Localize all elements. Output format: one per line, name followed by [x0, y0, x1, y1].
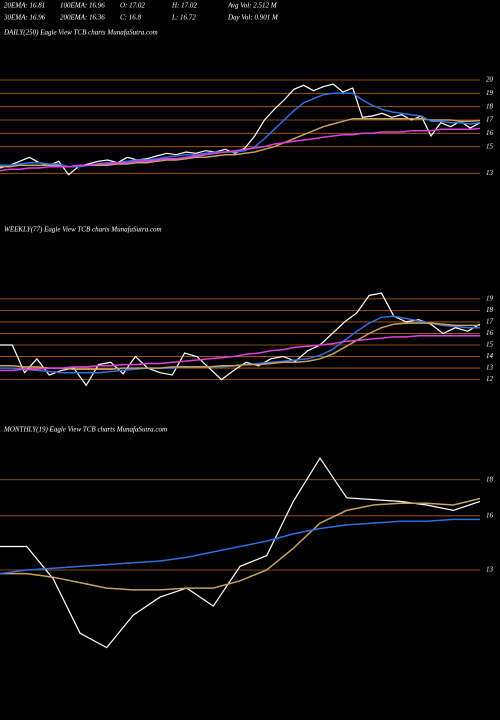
price-line [0, 315, 480, 374]
y-tick-label: 13 [486, 364, 494, 372]
y-tick-label: 13 [486, 566, 494, 574]
header-stat: Day Vol: 0.901 M [227, 14, 279, 22]
price-line [0, 322, 480, 370]
price-line [0, 456, 481, 649]
price-line [0, 92, 481, 168]
price-line [0, 518, 480, 575]
y-tick-label: 17 [486, 116, 494, 124]
header-stat: 200EMA: 16.36 [60, 14, 105, 22]
y-tick-label: 18 [486, 306, 494, 314]
y-tick-label: 16 [486, 129, 494, 137]
y-tick-label: 15 [486, 341, 494, 349]
price-line [0, 83, 481, 176]
y-tick-label: 18 [486, 475, 494, 483]
y-tick-label: 15 [486, 142, 494, 150]
header-stat: 20EMA: 16.81 [4, 2, 45, 10]
price-line [0, 497, 481, 591]
header-stat: L: 16.72 [171, 14, 196, 22]
price-line [0, 127, 481, 172]
header-stat: H: 17.02 [171, 2, 197, 10]
y-tick-label: 16 [486, 329, 494, 337]
y-tick-label: 19 [486, 294, 494, 302]
panel-title: WEEKLY(77) Eagle View TCB charts MunafaS… [4, 226, 162, 234]
y-tick-label: 16 [486, 511, 494, 519]
y-tick-label: 14 [486, 352, 494, 360]
price-line [0, 292, 481, 387]
header-stat: Avg Vol: 2.512 M [227, 2, 278, 10]
price-line [0, 335, 480, 372]
y-tick-label: 12 [486, 375, 494, 383]
y-tick-label: 19 [486, 89, 494, 97]
header-stat: 100EMA: 16.96 [60, 2, 105, 10]
panel-title: MONTHLY(19) Eagle View TCB charts Munafa… [3, 426, 167, 434]
y-tick-label: 17 [486, 318, 494, 326]
header-stat: O: 17.02 [120, 2, 145, 10]
y-tick-label: 13 [486, 169, 494, 177]
y-tick-label: 18 [486, 102, 494, 110]
price-line [0, 117, 481, 168]
header-stat: C: 16.8 [120, 14, 142, 22]
panel-title: DAILY(250) Eagle View TCB charts MunafaS… [3, 29, 158, 37]
y-tick-label: 20 [486, 76, 494, 84]
header-stat: 30EMA: 16.96 [3, 14, 46, 22]
